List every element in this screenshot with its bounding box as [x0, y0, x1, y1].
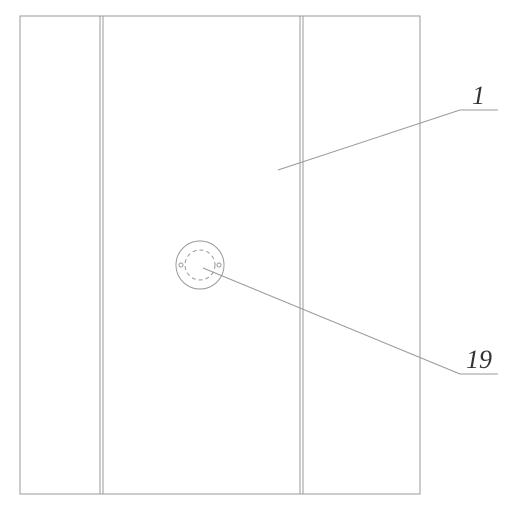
leader-line-19-seg1	[203, 268, 460, 374]
outer-frame	[20, 16, 420, 494]
callout-label-1: 1	[472, 81, 485, 110]
screw-right	[217, 263, 221, 267]
leader-line-1-seg1	[278, 110, 460, 170]
technical-diagram: 1 19	[0, 0, 506, 509]
callout-label-19: 19	[466, 345, 492, 374]
screw-left	[179, 263, 183, 267]
inner-circle-dashed	[185, 250, 215, 280]
